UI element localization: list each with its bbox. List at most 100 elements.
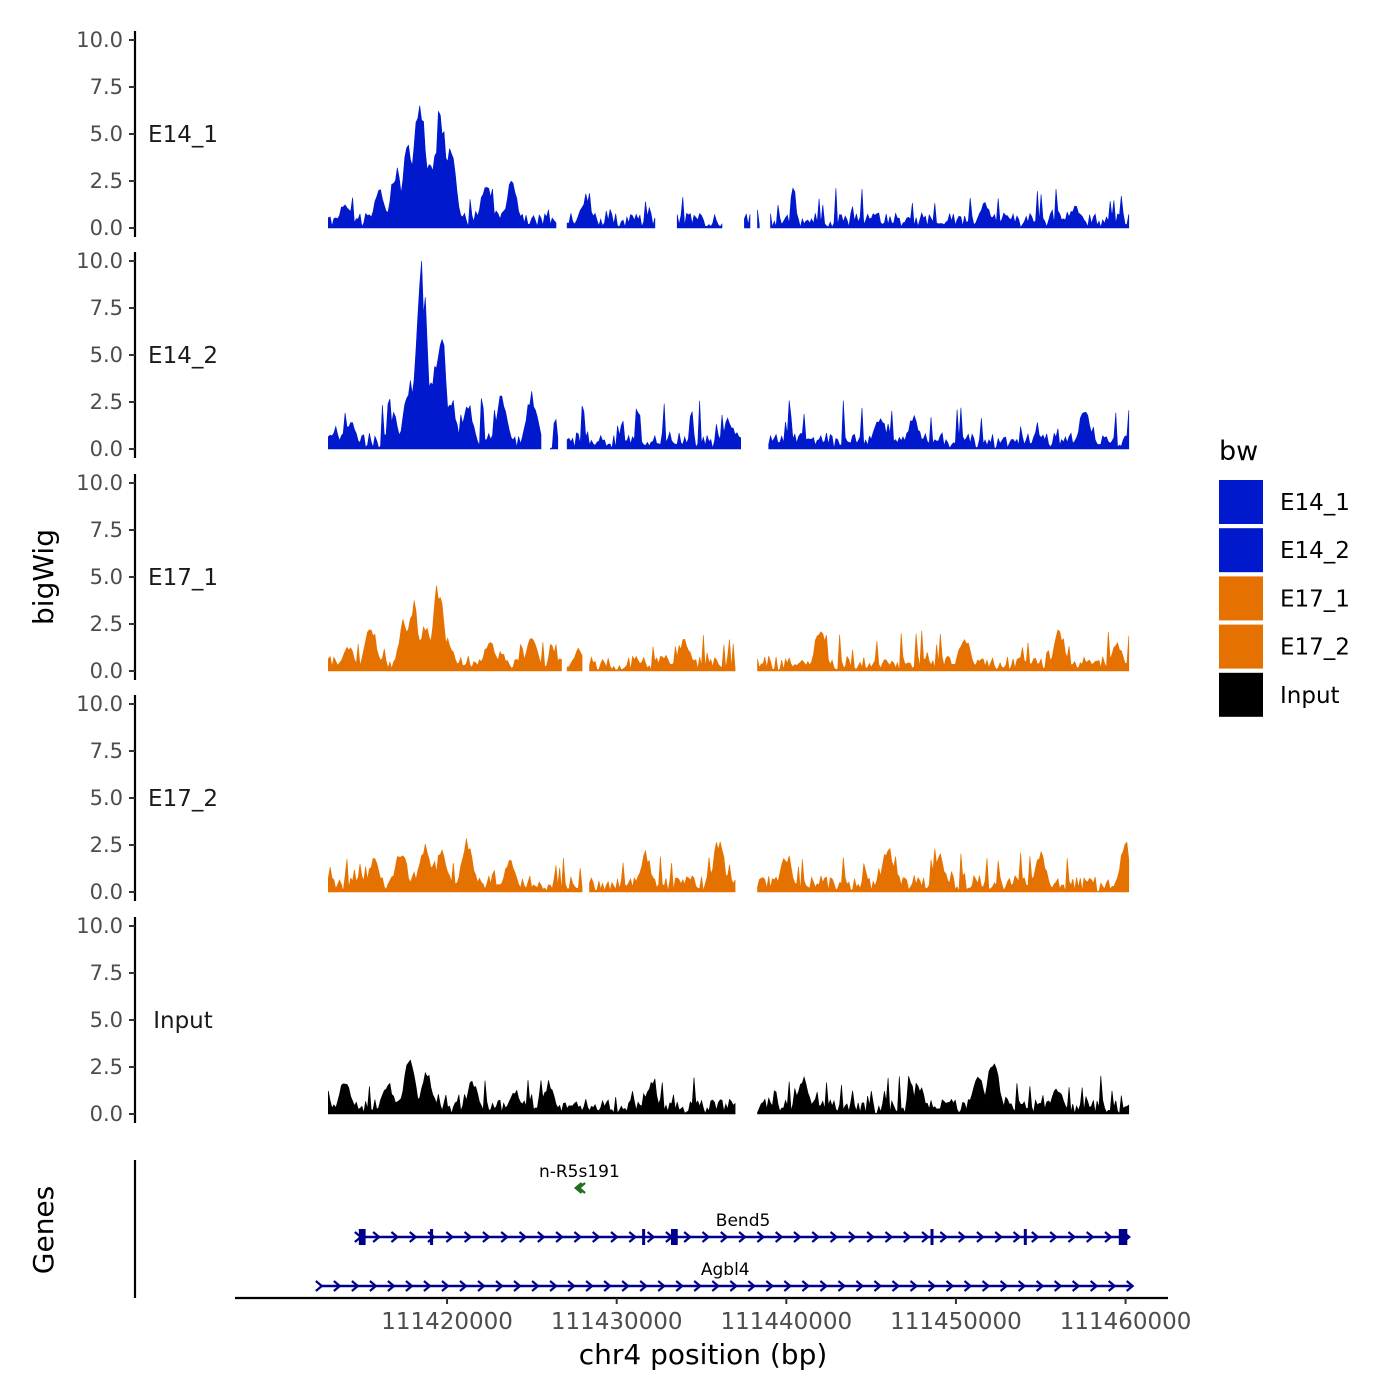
x-axis-title: chr4 position (bp) [579, 1338, 828, 1371]
strand-chevron [891, 1280, 901, 1292]
x-tick-label: 111460000 [1060, 1309, 1192, 1335]
strand-chevron [801, 1280, 811, 1292]
strand-chevron [591, 1231, 601, 1243]
x-tick-label: 111450000 [890, 1309, 1022, 1335]
panel-Input: 10.0 7.5 5.0 2.5 0.0 Input [76, 914, 1130, 1126]
signal-area-E14_1 [744, 213, 751, 229]
strand-chevron [657, 1280, 666, 1292]
strand-chevron [1104, 1231, 1113, 1243]
strand-chevron [701, 1231, 711, 1243]
strand-chevron [500, 1231, 509, 1243]
strand-chevron [683, 1231, 692, 1243]
y-tick-label: 5.0 [90, 343, 123, 367]
strand-chevron [866, 1231, 875, 1243]
strand-chevron [518, 1231, 528, 1243]
legend-title: bw [1219, 436, 1258, 467]
y-tick-label: 5.0 [90, 786, 123, 810]
y-tick-label: 2.5 [90, 612, 123, 636]
y-tick-label: 2.5 [90, 833, 123, 857]
strand-chevron [555, 1231, 564, 1243]
legend-label-Input: Input [1280, 683, 1340, 709]
strand-chevron [427, 1231, 436, 1243]
strand-chevron [819, 1280, 829, 1292]
signal-area-E14_1 [676, 197, 723, 229]
strand-chevron [390, 1231, 400, 1243]
track-label: Input [153, 1008, 213, 1034]
legend-swatch-E14_1 [1219, 480, 1263, 524]
strand-chevron [482, 1231, 491, 1243]
strand-chevron [921, 1231, 930, 1243]
y-tick-label: 7.5 [90, 75, 123, 99]
legend: bw E14_1 E14_2 E17_1 E17_2 Input [1219, 436, 1350, 717]
signal-area-E14_2 [566, 400, 741, 450]
gene-exon [1023, 1229, 1027, 1245]
signal-area-E14_1 [566, 193, 656, 229]
strand-chevron [855, 1280, 865, 1292]
legend-label-E14_2: E14_2 [1280, 538, 1350, 564]
strand-chevron [549, 1280, 558, 1292]
y-tick-label: 5.0 [90, 1008, 123, 1032]
strand-chevron [1125, 1280, 1135, 1292]
strand-chevron [756, 1231, 766, 1243]
track-panels: 10.0 7.5 5.0 2.5 0.0 E14_1 10.0 7.5 5.0 2.5 0.0 E14… [76, 28, 1130, 1126]
y-tick-label: 10.0 [76, 28, 123, 52]
strand-chevron [372, 1231, 381, 1243]
gene-n-R5s191: n-R5s191 [539, 1162, 620, 1194]
panel-E14_1: 10.0 7.5 5.0 2.5 0.0 E14_1 [76, 28, 1130, 240]
strand-chevron [909, 1280, 919, 1292]
strand-chevron [1085, 1231, 1095, 1243]
track-label: E14_2 [148, 343, 218, 369]
legend-label-E17_2: E17_2 [1280, 635, 1350, 661]
strand-chevron [369, 1280, 378, 1292]
gene-label: n-R5s191 [539, 1162, 620, 1182]
y-tick-label: 0.0 [90, 437, 123, 461]
y-tick-label: 2.5 [90, 390, 123, 414]
strand-chevron [1053, 1280, 1063, 1292]
signal-area-E17_2 [757, 841, 1130, 893]
y-tick-label: 7.5 [90, 296, 123, 320]
strand-chevron [994, 1231, 1003, 1243]
signal-area-E14_1 [328, 105, 557, 229]
strand-chevron [711, 1280, 720, 1292]
strand-chevron [531, 1280, 540, 1292]
strand-chevron [423, 1280, 432, 1292]
strand-chevron [603, 1280, 612, 1292]
gene-Agbl4: Agbl4 [315, 1260, 1135, 1292]
y-tick-label: 10.0 [76, 471, 123, 495]
strand-chevron [646, 1231, 656, 1243]
strand-chevron [621, 1280, 630, 1292]
y-tick-label: 0.0 [90, 1102, 123, 1126]
strand-chevron [573, 1182, 583, 1194]
strand-chevron [903, 1231, 912, 1243]
strand-chevron [445, 1231, 455, 1243]
strand-chevron [610, 1231, 619, 1243]
y-tick-label: 5.0 [90, 122, 123, 146]
strand-chevron [537, 1231, 546, 1243]
strand-chevron [1049, 1231, 1058, 1243]
x-tick-label: 111430000 [551, 1309, 683, 1335]
y-tick-label: 7.5 [90, 518, 123, 542]
legend-label-E17_1: E17_1 [1280, 586, 1350, 612]
strand-chevron [999, 1280, 1009, 1292]
strand-chevron [1107, 1280, 1117, 1292]
strand-chevron [783, 1280, 793, 1292]
strand-chevron [387, 1280, 396, 1292]
signal-area-E14_2 [328, 260, 542, 450]
signal-area-E17_1 [566, 647, 583, 672]
strand-chevron [577, 1182, 586, 1194]
y-axis-title: bigWig [27, 529, 60, 625]
strand-chevron [738, 1231, 747, 1243]
strand-chevron [639, 1280, 648, 1292]
y-tick-label: 7.5 [90, 961, 123, 985]
signal-area-E14_2 [550, 418, 559, 450]
strand-chevron [945, 1280, 955, 1292]
strand-chevron [729, 1280, 738, 1292]
strand-chevron [441, 1280, 450, 1292]
legend-swatch-E17_1 [1219, 576, 1263, 621]
signal-area-E14_1 [757, 209, 760, 229]
signal-area-E17_1 [757, 629, 1130, 672]
strand-chevron [1017, 1280, 1027, 1292]
x-tick-label: 111420000 [381, 1309, 513, 1335]
track-label: E14_1 [148, 122, 218, 148]
gene-exon [642, 1229, 646, 1245]
